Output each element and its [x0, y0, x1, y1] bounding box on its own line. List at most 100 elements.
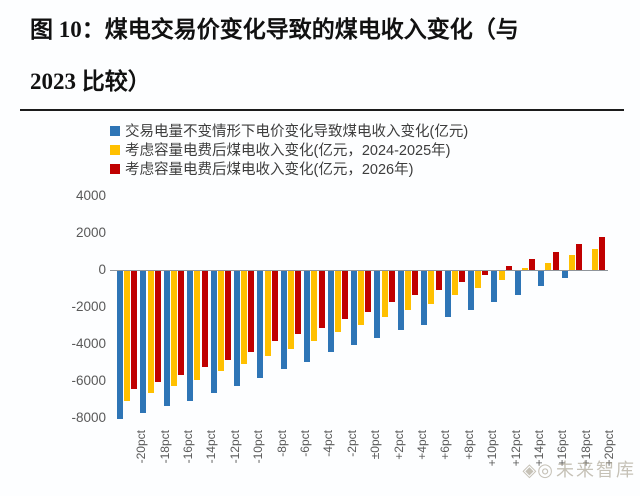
- figure-title-line2: 2023 比较）: [30, 69, 151, 94]
- bar-series1--4pct: [311, 271, 318, 342]
- y-axis-tick-label: -4000: [71, 336, 106, 351]
- bar-series1-+4pct: [405, 271, 411, 310]
- bar-series1--6pct: [288, 271, 294, 349]
- bar-series0-+14pct: [514, 271, 521, 296]
- x-axis-tick-label: -12pct: [227, 430, 242, 464]
- bar-series2--20pct: [131, 271, 138, 390]
- x-axis-line: [110, 270, 608, 271]
- x-axis-tick-label: ±0pct: [368, 430, 383, 460]
- bar-series2-±0pct: [365, 271, 372, 312]
- bar-series2-+14pct: [529, 258, 536, 270]
- legend-label: 考虑容量电费后煤电收入变化(亿元，2024-2025年): [125, 143, 451, 159]
- bar-series1--18pct: [147, 271, 154, 394]
- bar-series1-+18pct: [568, 255, 575, 270]
- bar-series0-+12pct: [491, 271, 498, 303]
- bar-series2-+12pct: [505, 266, 512, 270]
- figure-title-line1: 图 10：煤电交易价变化导致的煤电收入变化（与: [30, 17, 519, 42]
- bar-series2--16pct: [178, 271, 185, 375]
- bar-series1-+16pct: [545, 262, 552, 270]
- figure-title: 图 10：煤电交易价变化导致的煤电收入变化（与 2023 比较）: [30, 4, 626, 108]
- bar-series1-±0pct: [358, 271, 365, 325]
- y-axis-tick-label: 2000: [75, 225, 106, 240]
- legend-swatch-icon: [110, 144, 120, 155]
- bar-series0--10pct: [234, 271, 240, 386]
- x-axis-tick-label: -16pct: [181, 430, 195, 464]
- bar-series2-+16pct: [552, 251, 559, 270]
- watermark-text: 未来智库: [556, 460, 636, 480]
- bar-series2-+4pct: [412, 271, 419, 296]
- bar-series1-+6pct: [428, 271, 435, 305]
- bar-series2-+8pct: [459, 271, 465, 283]
- bar-series2--4pct: [318, 271, 325, 329]
- bar-series1--2pct: [334, 271, 341, 333]
- legend-label: 考虑容量电费后煤电收入变化(亿元，2026年): [125, 162, 414, 178]
- bar-series1--10pct: [241, 271, 248, 364]
- bar-series0-+16pct: [538, 271, 545, 286]
- x-axis-tick-label: -8pct: [274, 430, 289, 457]
- bar-series1--12pct: [217, 271, 224, 371]
- x-axis-tick-label: +12pct: [508, 430, 523, 467]
- bar-series0-+6pct: [421, 271, 428, 325]
- legend-item-1: 考虑容量电费后煤电收入变化(亿元，2024-2025年): [110, 140, 468, 159]
- bar-series1--14pct: [194, 271, 201, 381]
- bar-series2-+20pct: [599, 236, 606, 270]
- title-divider: [20, 109, 624, 111]
- x-axis-tick-label: -10pct: [251, 430, 266, 464]
- bar-series1-+10pct: [475, 271, 482, 288]
- chart-legend: 交易电量不变情形下电价变化导致煤电收入变化(亿元) 考虑容量电费后煤电收入变化(亿…: [110, 121, 468, 178]
- y-axis-tick-label: 0: [98, 262, 106, 277]
- bar-series0-+18pct: [561, 271, 568, 279]
- y-axis-tick-label: 4000: [75, 188, 106, 203]
- bar-series0--18pct: [140, 271, 147, 414]
- x-axis-tick-label: -18pct: [157, 430, 172, 464]
- x-axis-tick-label: -2pct: [344, 430, 359, 457]
- x-axis-tick-label: -20pct: [134, 430, 149, 464]
- bar-series2--14pct: [201, 271, 208, 368]
- bar-series0--4pct: [304, 271, 311, 362]
- y-axis-tick-label: -6000: [71, 373, 106, 388]
- legend-item-0: 交易电量不变情形下电价变化导致煤电收入变化(亿元): [110, 121, 468, 140]
- bar-series1-+12pct: [498, 271, 505, 281]
- legend-label: 交易电量不变情形下电价变化导致煤电收入变化(亿元): [125, 124, 469, 140]
- bar-series2-+6pct: [435, 271, 442, 290]
- bar-series1--20pct: [124, 271, 131, 401]
- bar-series0--16pct: [163, 271, 170, 407]
- x-axis-tick-label: +6pct: [438, 430, 453, 460]
- bar-series2-+10pct: [482, 271, 489, 275]
- x-axis-tick-label: -4pct: [321, 430, 336, 457]
- bar-series0--2pct: [327, 271, 334, 353]
- bar-series0-+2pct: [374, 271, 381, 338]
- legend-swatch-icon: [110, 125, 120, 136]
- bar-series2-+2pct: [388, 271, 395, 303]
- bar-series2--12pct: [225, 271, 231, 360]
- legend-swatch-icon: [110, 163, 120, 174]
- x-axis-tick-label: +10pct: [485, 430, 500, 467]
- bar-series2-+18pct: [576, 244, 582, 270]
- bar-series0--8pct: [257, 271, 264, 379]
- bar-series1-+2pct: [381, 271, 388, 318]
- bar-series0--20pct: [117, 271, 123, 419]
- y-axis-tick-label: -8000: [71, 410, 106, 425]
- bar-series1--8pct: [264, 271, 271, 357]
- bar-series0-+8pct: [444, 271, 451, 318]
- bar-series0--6pct: [280, 271, 287, 370]
- bar-series0--12pct: [210, 271, 217, 394]
- x-axis-tick-label: +2pct: [391, 430, 406, 460]
- y-axis-tick-label: -2000: [71, 299, 106, 314]
- bar-series2--2pct: [342, 271, 348, 320]
- bar-series2--18pct: [154, 271, 161, 382]
- bar-series1-+14pct: [522, 268, 528, 270]
- x-axis-tick-label: -6pct: [298, 430, 312, 457]
- bar-series2--6pct: [295, 271, 302, 334]
- legend-item-2: 考虑容量电费后煤电收入变化(亿元，2026年): [110, 159, 468, 178]
- bar-series0-+10pct: [468, 271, 474, 310]
- bar-series1--16pct: [171, 271, 177, 386]
- x-axis-tick-label: -14pct: [204, 430, 219, 464]
- bar-series0-+4pct: [397, 271, 404, 331]
- x-axis-tick-label: +8pct: [461, 430, 476, 460]
- bar-series1-+8pct: [451, 271, 458, 296]
- bar-series0-±0pct: [351, 271, 357, 345]
- watermark-logo-icon: ◈◎: [522, 460, 554, 480]
